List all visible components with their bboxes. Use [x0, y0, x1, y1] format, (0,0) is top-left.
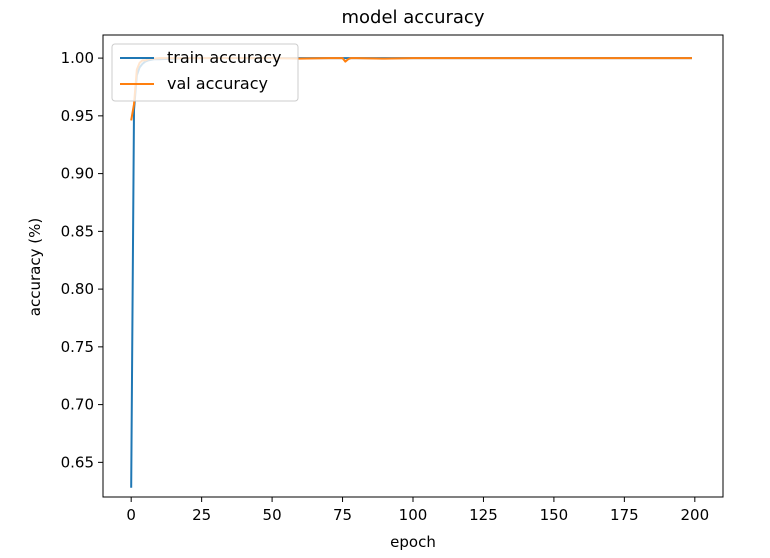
legend-box [111, 43, 299, 102]
x-tick-label: 100 [399, 506, 428, 524]
x-tick-label: 50 [263, 506, 282, 524]
y-axis-label: accuracy (%) [26, 218, 44, 316]
y-tick-label: 0.75 [61, 338, 94, 356]
plot-frame [102, 34, 724, 498]
legend-entry-label: val accuracy [167, 74, 268, 93]
x-tick-label: 25 [192, 506, 211, 524]
x-axis-label: epoch [390, 533, 436, 551]
legend: train accuracy val accuracy [111, 43, 299, 102]
x-tick-label: 175 [610, 506, 639, 524]
x-tick-label: 200 [680, 506, 709, 524]
series-line-train-accuracy [130, 57, 692, 488]
x-tick-label: 75 [333, 506, 352, 524]
y-tick-label: 0.65 [61, 453, 94, 471]
plot-area [130, 57, 692, 488]
y-tick-label: 0.85 [61, 222, 94, 240]
legend-entry-label: train accuracy [167, 48, 282, 67]
y-tick-label: 0.90 [61, 165, 94, 183]
y-tick-label: 0.80 [61, 280, 94, 298]
y-axis-ticks: 0.65 0.70 0.75 0.80 0.85 0.90 0.95 1.00 [61, 49, 103, 471]
y-tick-label: 1.00 [61, 49, 94, 67]
y-tick-label: 0.70 [61, 396, 94, 414]
x-axis-ticks: 0 25 50 75 100 125 150 175 200 [126, 497, 709, 524]
y-tick-label: 0.95 [61, 107, 94, 125]
x-tick-label: 0 [126, 506, 136, 524]
chart-title: model accuracy [342, 7, 485, 28]
x-tick-label: 125 [469, 506, 498, 524]
x-tick-label: 150 [540, 506, 569, 524]
